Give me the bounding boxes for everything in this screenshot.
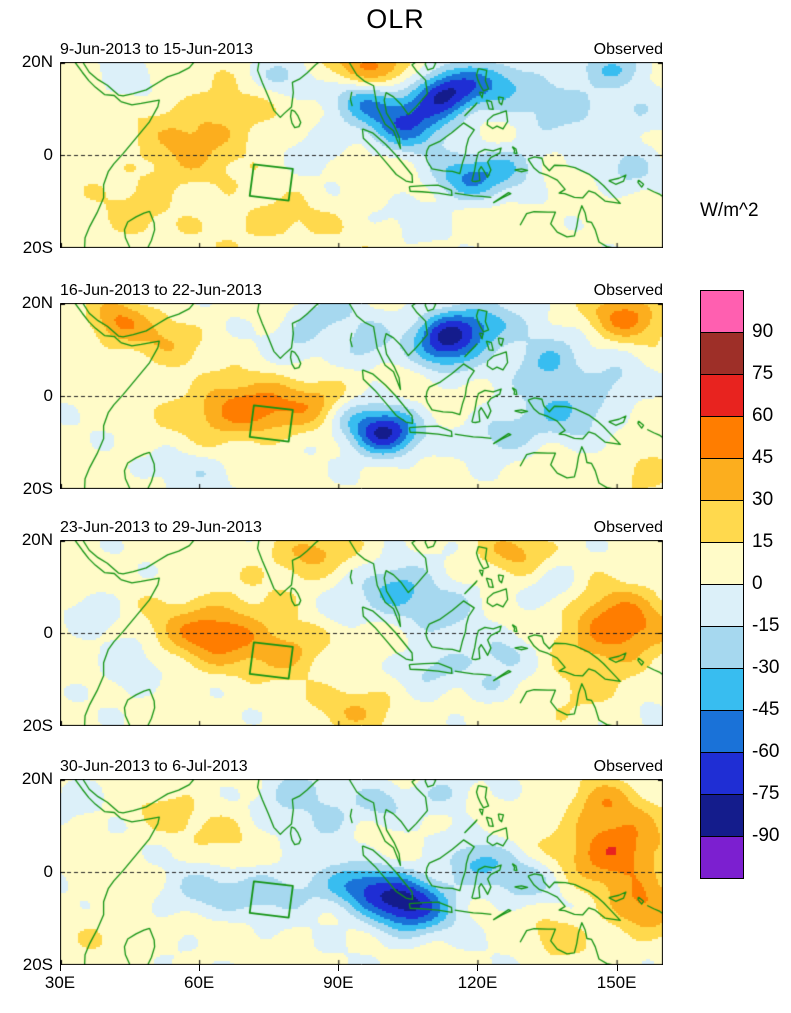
panel-date-range: 23-Jun-2013 to 29-Jun-2013 bbox=[60, 519, 262, 536]
lat-axis: 20N 0 20S bbox=[12, 530, 60, 735]
figure-title: OLR bbox=[366, 4, 425, 34]
lon-tick-mark bbox=[616, 965, 618, 971]
colorbar-tick-label: 45 bbox=[752, 447, 774, 468]
lat-tick-label-20n: 20N bbox=[21, 769, 53, 788]
units-label: W/m^2 bbox=[700, 200, 759, 221]
lat-tick-label-20s: 20S bbox=[22, 716, 53, 735]
colorbar-tick-label: 90 bbox=[752, 321, 774, 342]
lat-tick-label-20n: 20N bbox=[21, 530, 53, 549]
lon-tick-label-60e: 60E bbox=[184, 973, 215, 992]
lat-tick-label-20s: 20S bbox=[22, 238, 53, 257]
panel-date-range: 9-Jun-2013 to 15-Jun-2013 bbox=[60, 41, 254, 58]
colorbar-cell bbox=[701, 543, 743, 585]
colorbar-cell bbox=[701, 375, 743, 417]
panel-source-label: Observed bbox=[593, 519, 663, 536]
panel-3: 23-Jun-2013 to 29-Jun-2013 Observed 20N … bbox=[12, 519, 663, 735]
colorbar-tick-label: -30 bbox=[752, 657, 780, 678]
colorbar-tick-label: -90 bbox=[752, 825, 780, 846]
lat-axis: 20N 0 20S bbox=[12, 52, 60, 257]
lat-tick-label-0: 0 bbox=[43, 145, 53, 164]
lat-axis: 20N 0 20S bbox=[12, 769, 60, 974]
colorbar-cell bbox=[701, 417, 743, 459]
map-canvas-4 bbox=[60, 779, 663, 965]
colorbar-cell bbox=[701, 753, 743, 795]
lat-tick-label-0: 0 bbox=[43, 862, 53, 881]
lon-tick-mark bbox=[199, 965, 201, 971]
panel-date-range: 16-Jun-2013 to 22-Jun-2013 bbox=[60, 282, 262, 299]
colorbar-cell bbox=[701, 837, 743, 878]
map-canvas-3 bbox=[60, 540, 663, 726]
colorbar-cell bbox=[701, 333, 743, 375]
lat-tick-label-20s: 20S bbox=[22, 955, 53, 974]
map-canvas-2 bbox=[60, 303, 663, 489]
map-canvas-1 bbox=[60, 62, 663, 248]
panel-2: 16-Jun-2013 to 22-Jun-2013 Observed 20N … bbox=[12, 282, 663, 498]
colorbar-tick-label: -60 bbox=[752, 741, 780, 762]
colorbar bbox=[700, 290, 744, 879]
lat-axis: 20N 0 20S bbox=[12, 293, 60, 498]
panel-source-label: Observed bbox=[593, 282, 663, 299]
lat-tick-label-20s: 20S bbox=[22, 479, 53, 498]
panel-1: 9-Jun-2013 to 15-Jun-2013 Observed 20N 0… bbox=[12, 41, 663, 257]
colorbar-labels: 90 75 60 45 30 15 0 -15 -30 -45 -60 -75 -90 bbox=[752, 290, 791, 866]
lon-axis: 30E 60E 90E 120E 150E bbox=[45, 965, 663, 995]
lon-tick-label-90e: 90E bbox=[323, 973, 354, 992]
colorbar-tick-label: 75 bbox=[752, 363, 774, 384]
lon-tick-label-30e: 30E bbox=[44, 973, 76, 992]
colorbar-cell bbox=[701, 711, 743, 753]
lon-tick-mark bbox=[338, 965, 340, 971]
panel-source-label: Observed bbox=[593, 758, 663, 775]
panel-4: 30-Jun-2013 to 6-Jul-2013 Observed 20N 0… bbox=[12, 758, 663, 974]
lon-tick-label-120e: 120E bbox=[457, 973, 498, 992]
lat-tick-label-0: 0 bbox=[43, 623, 53, 642]
colorbar-tick-label: -45 bbox=[752, 699, 780, 720]
colorbar-tick-label: 30 bbox=[752, 489, 774, 510]
lat-tick-label-20n: 20N bbox=[21, 52, 53, 71]
colorbar-tick-label: -15 bbox=[752, 615, 780, 636]
lat-tick-label-0: 0 bbox=[43, 386, 53, 405]
colorbar-cell bbox=[701, 795, 743, 837]
lat-tick-label-20n: 20N bbox=[21, 293, 53, 312]
colorbar-cell bbox=[701, 459, 743, 501]
colorbar-tick-label: 15 bbox=[752, 531, 774, 552]
panel-date-range: 30-Jun-2013 to 6-Jul-2013 bbox=[60, 758, 248, 775]
panel-source-label: Observed bbox=[593, 41, 663, 58]
colorbar-cell bbox=[701, 627, 743, 669]
lon-tick-mark bbox=[60, 965, 61, 971]
colorbar-tick-label: -75 bbox=[752, 783, 780, 804]
colorbar-tick-label: 60 bbox=[752, 405, 774, 426]
lon-tick-label-150e: 150E bbox=[596, 973, 637, 992]
lon-tick-mark bbox=[477, 965, 479, 971]
colorbar-cell bbox=[701, 291, 743, 333]
colorbar-cell bbox=[701, 669, 743, 711]
colorbar-cell bbox=[701, 501, 743, 543]
colorbar-cell bbox=[701, 585, 743, 627]
colorbar-tick-label: 0 bbox=[752, 573, 763, 594]
